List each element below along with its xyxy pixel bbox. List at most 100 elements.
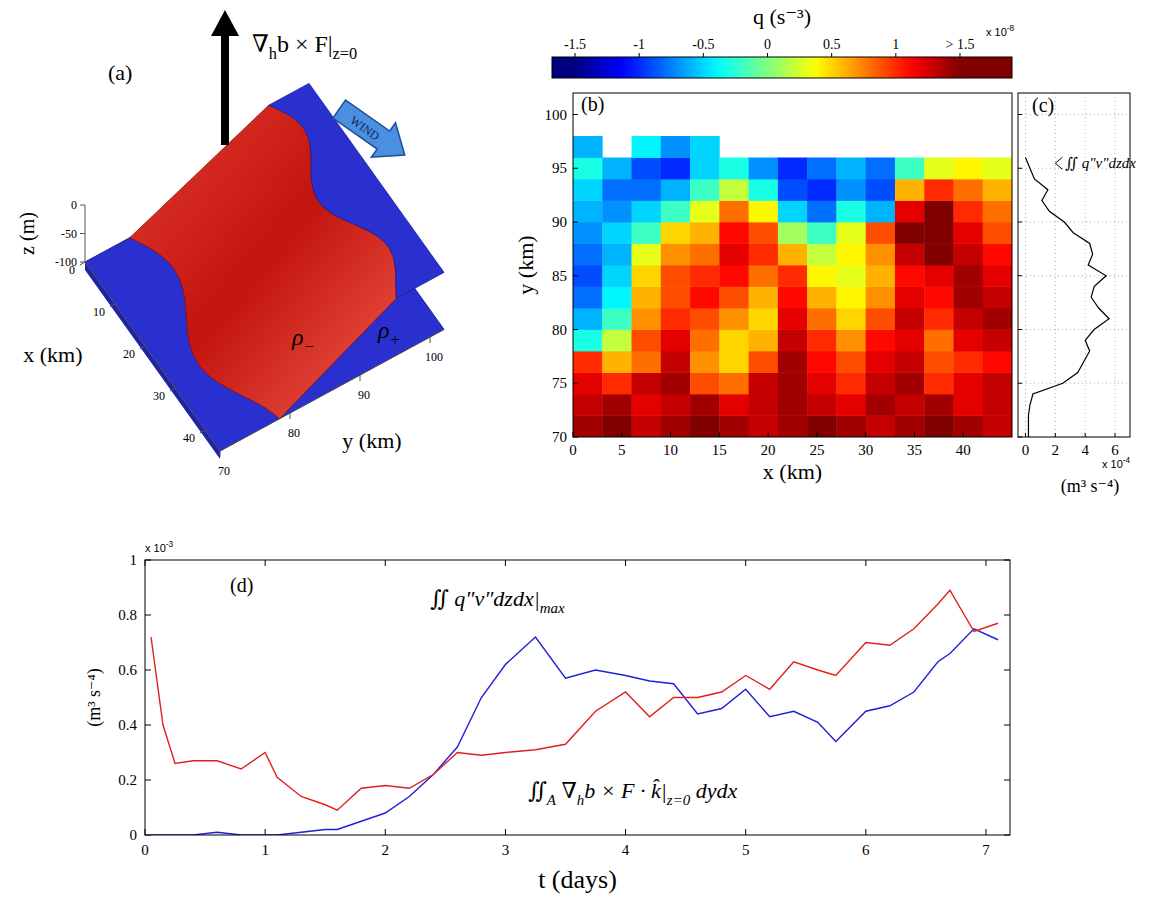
multiplier: x 10-4 [1102, 456, 1131, 470]
cell [690, 416, 720, 438]
cell [778, 416, 808, 438]
cell [719, 244, 749, 266]
cells [573, 136, 1012, 437]
grid-line [1018, 383, 1130, 384]
text-part: 5 [742, 842, 750, 858]
cell [632, 179, 662, 201]
cell [866, 373, 896, 395]
cell [866, 244, 896, 266]
tick [960, 53, 961, 57]
tick [1085, 433, 1086, 437]
cell [602, 416, 632, 438]
tick [573, 437, 578, 438]
cell [895, 373, 925, 395]
text-part: q (s⁻³) [753, 4, 811, 29]
cell [836, 158, 866, 180]
tick [1018, 114, 1022, 115]
tick [145, 725, 151, 726]
axis-title: (m³ s⁻⁴) [84, 668, 105, 727]
tick [865, 432, 866, 437]
axis-title: x (km) [763, 459, 822, 484]
panel-letter: (c) [1032, 94, 1054, 117]
cell [983, 330, 1012, 352]
tick [985, 560, 986, 566]
text-part: 90 [552, 214, 567, 230]
tick-label: 70 [218, 464, 230, 478]
cell [573, 416, 603, 438]
tick-label: 7 [982, 842, 990, 858]
cell [749, 416, 779, 438]
cell [778, 308, 808, 330]
tick [719, 432, 720, 437]
cell [690, 244, 720, 266]
tick-label: 0.2 [118, 772, 137, 788]
text-part: 10 [663, 442, 678, 458]
cell [749, 179, 779, 201]
cell [983, 394, 1012, 416]
cell [602, 308, 632, 330]
cell [895, 222, 925, 244]
series-label: ∬A ∇hb × F · k̂|z=0 dydx [528, 778, 737, 808]
tick [573, 168, 578, 169]
wind-arrow-body [327, 92, 417, 172]
tick-label: 1 [892, 37, 899, 52]
cell [778, 179, 808, 201]
multiplier-exponent: -8 [1007, 24, 1015, 33]
tick-label: 0.6 [118, 662, 137, 678]
tick [1004, 615, 1010, 616]
cell [807, 351, 837, 373]
text-part: + [390, 330, 401, 349]
text-part: z=0 [333, 44, 358, 63]
colorbar-title: q (s⁻³) [753, 4, 811, 29]
cell [661, 373, 691, 395]
cell [983, 244, 1012, 266]
cell [602, 244, 632, 266]
text-part: 25 [809, 442, 824, 458]
tick-label: 10 [663, 442, 678, 458]
tick [1004, 780, 1010, 781]
tick [865, 560, 866, 566]
cell [749, 351, 779, 373]
tick-label: 70 [552, 429, 567, 445]
cell [924, 416, 954, 438]
tick-label: 40 [183, 431, 195, 445]
cell [953, 265, 983, 287]
cell [778, 373, 808, 395]
tick-label: 0 [130, 827, 138, 843]
text-part: > 1.5 [946, 37, 975, 52]
tick-label: 1 [261, 842, 269, 858]
tick [639, 53, 640, 57]
cell [953, 394, 983, 416]
text-part: t (days) [538, 865, 617, 894]
tick [1018, 383, 1022, 384]
tick [573, 222, 578, 223]
tick [170, 388, 175, 391]
cell [602, 287, 632, 309]
grid-line [1018, 275, 1130, 276]
text-part: 70 [218, 464, 230, 478]
lines [151, 590, 998, 835]
grid-line [1115, 93, 1116, 437]
cell [807, 201, 837, 223]
tick [200, 430, 205, 433]
series-label: ∬ q″v″dzdx|max [430, 586, 565, 616]
cell [983, 416, 1012, 438]
tick [265, 560, 266, 566]
cell [719, 222, 749, 244]
cell [983, 158, 1012, 180]
cell [690, 287, 720, 309]
cell [690, 308, 720, 330]
tick-label: -50 [61, 227, 77, 241]
iso-surface-top [269, 83, 444, 298]
text-part: 80 [552, 322, 567, 338]
cell [807, 265, 837, 287]
cell [895, 244, 925, 266]
text-part: ρ [291, 324, 304, 350]
cell [661, 136, 691, 158]
cell [953, 308, 983, 330]
cell [953, 287, 983, 309]
axis-title: x (km) [23, 342, 82, 367]
cell [983, 265, 1012, 287]
tick-label: 100 [545, 107, 568, 123]
cell [632, 308, 662, 330]
